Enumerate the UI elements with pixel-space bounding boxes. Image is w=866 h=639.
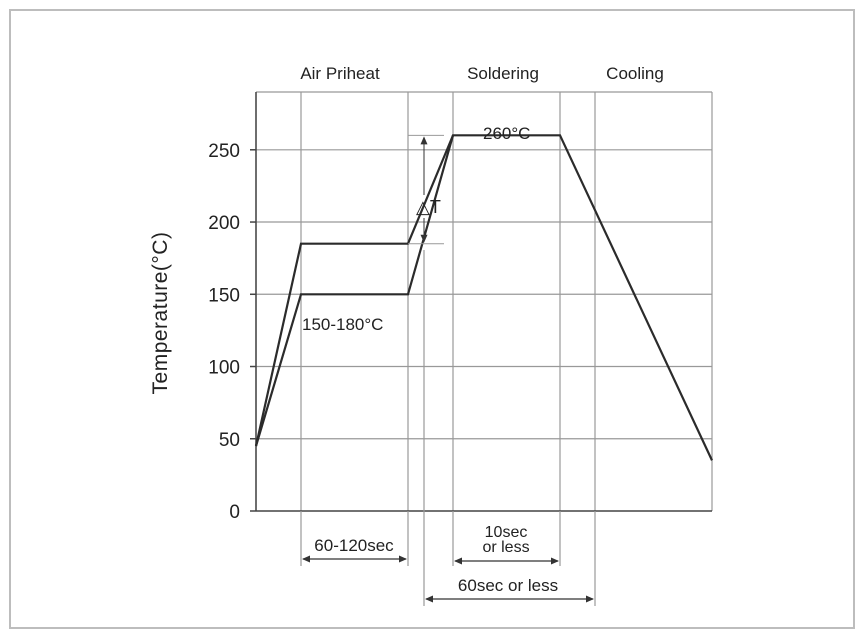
total-time-dim-arrowhead-left bbox=[425, 595, 433, 603]
preheat-time-dim-arrowhead-left bbox=[302, 555, 310, 563]
y-tick-label: 100 bbox=[208, 358, 240, 379]
soldering-time-dim-arrowhead-right bbox=[551, 557, 559, 565]
preheat-time-dim-arrowhead-right bbox=[399, 555, 407, 563]
chart-frame bbox=[9, 9, 855, 629]
delta-t-label: △T bbox=[416, 197, 441, 217]
profile-line-lower bbox=[254, 135, 455, 447]
delta-arrowhead-up bbox=[420, 136, 428, 145]
preheat-range-label: 150-180°C bbox=[302, 315, 383, 334]
total-time-label: 60sec or less bbox=[458, 576, 558, 595]
phase-label: Air Priheat bbox=[300, 64, 380, 83]
peak-temp-label: 260°C bbox=[483, 124, 530, 143]
profile-line-upper bbox=[254, 134, 713, 461]
y-tick-label: 50 bbox=[219, 430, 240, 451]
soldering-time-label: 10sec bbox=[485, 524, 528, 541]
y-tick-label: 0 bbox=[229, 502, 240, 523]
preheat-time-label: 60-120sec bbox=[314, 536, 394, 555]
soldering-time-dim-arrowhead-left bbox=[454, 557, 462, 565]
phase-label: Cooling bbox=[606, 64, 664, 83]
delta-arrowhead-down bbox=[420, 234, 428, 243]
phase-label: Soldering bbox=[467, 64, 539, 83]
y-tick-label: 150 bbox=[208, 285, 240, 306]
y-tick-label: 200 bbox=[208, 213, 240, 234]
y-axis-label: Temperature(°C) bbox=[149, 232, 172, 395]
soldering-time-label: or less bbox=[482, 539, 529, 556]
y-tick-label: 250 bbox=[208, 141, 240, 162]
total-time-dim-arrowhead-right bbox=[586, 595, 594, 603]
